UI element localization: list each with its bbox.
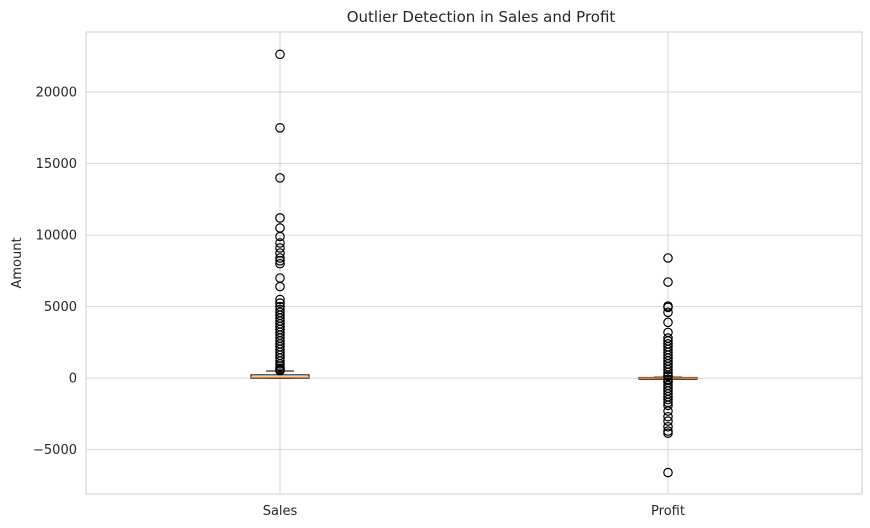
y-tick-label: −5000 — [33, 443, 77, 458]
y-tick-label: 20000 — [36, 86, 77, 101]
outlier-point — [275, 243, 285, 253]
outlier-point — [663, 428, 673, 439]
outlier-point — [275, 294, 285, 305]
outlier-point — [663, 421, 673, 432]
outlier-point — [275, 365, 285, 376]
outlier-point — [663, 253, 673, 263]
outlier-point — [663, 394, 673, 405]
outlier-point — [663, 364, 673, 375]
outlier-point — [275, 298, 285, 308]
plot-frame — [85, 31, 863, 495]
outlier-point — [663, 317, 673, 328]
chart-title: Outlier Detection in Sales and Profit — [347, 8, 616, 26]
data-layer — [250, 49, 698, 478]
outlier-point — [275, 258, 285, 269]
outlier-point — [275, 253, 285, 263]
outlier-point — [663, 400, 673, 411]
y-tick-label: 10000 — [36, 229, 77, 244]
outlier-point — [663, 416, 673, 426]
outlier-point — [663, 467, 673, 478]
x-tick-label: Sales — [263, 504, 298, 519]
y-tick-label: 0 — [69, 372, 77, 387]
outlier-point — [663, 277, 673, 287]
tick-layer: −5000 0 5000 10000 15000 20000 Sales Profit — [33, 86, 685, 519]
outlier-point — [275, 238, 285, 248]
outlier-point — [663, 411, 673, 422]
outlier-point — [663, 307, 673, 318]
outlier-point — [275, 256, 285, 266]
y-axis-label: Amount — [10, 237, 25, 288]
grid-layer — [85, 31, 863, 495]
outlier-point — [275, 123, 285, 133]
box-group-sales — [250, 49, 310, 379]
outlier-point — [275, 213, 285, 223]
x-tick-label: Profit — [651, 504, 685, 519]
outlier-point — [663, 302, 673, 313]
y-tick-label: 15000 — [36, 157, 77, 172]
outlier-point — [275, 231, 285, 242]
outlier-point — [275, 281, 285, 292]
outlier-point — [275, 173, 285, 183]
outlier-point — [663, 406, 673, 416]
y-tick-label: 5000 — [44, 300, 77, 315]
box-group-profit — [638, 253, 698, 478]
outlier-point — [275, 49, 285, 60]
